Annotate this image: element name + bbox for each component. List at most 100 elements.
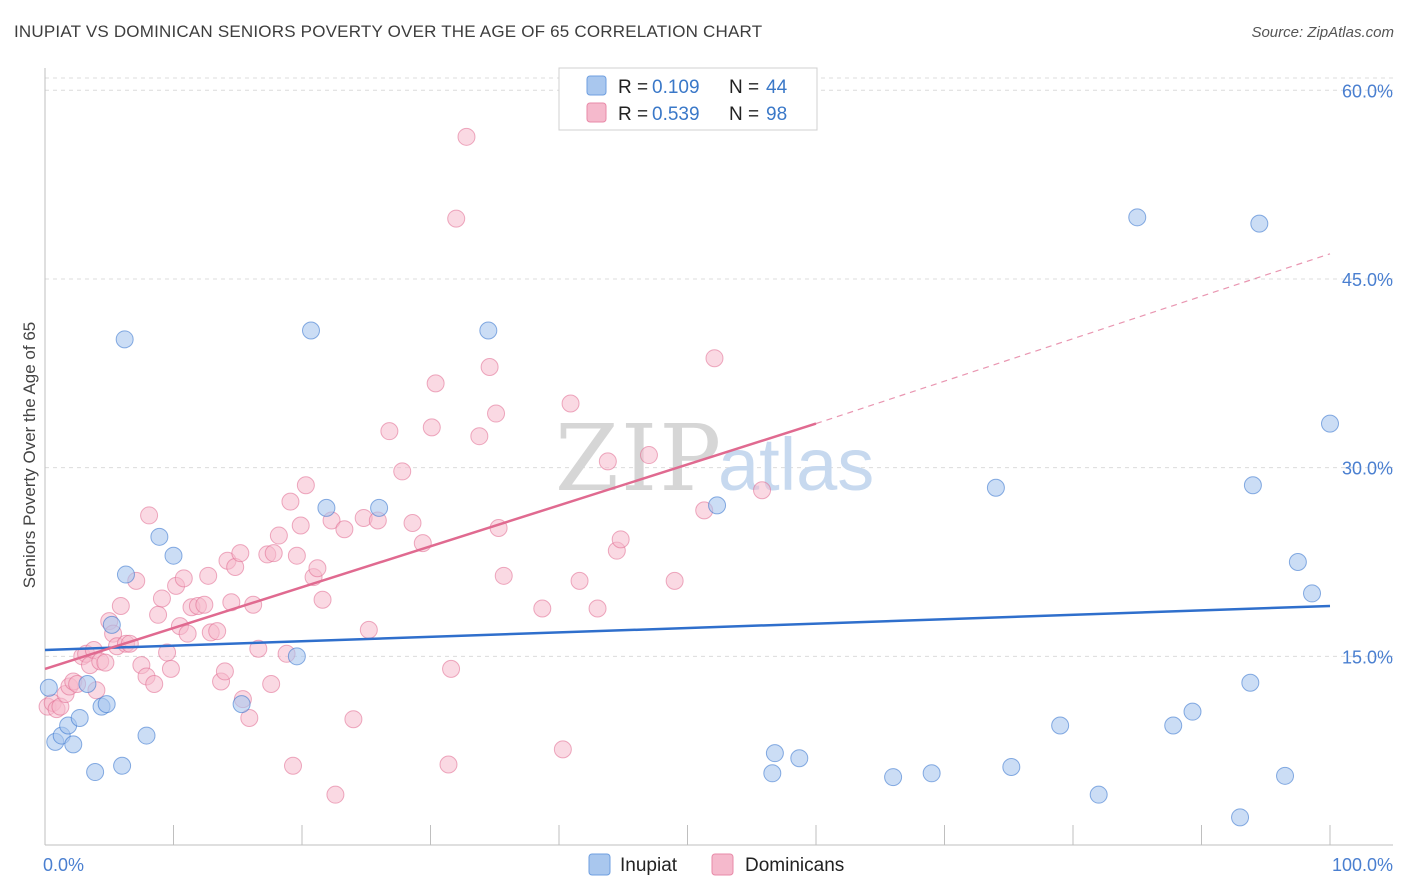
inupiat-point (232, 695, 251, 714)
dominicans-point (326, 785, 345, 804)
legend-n-value: 98 (766, 104, 787, 125)
dominicans-point (705, 349, 724, 368)
dominicans-point (470, 427, 489, 446)
dominicans-point (588, 599, 607, 618)
dominicans-point (231, 544, 250, 563)
inupiat-point (317, 498, 336, 517)
y-tick-label: 60.0% (1342, 81, 1393, 101)
legend-r-label: R = (618, 77, 648, 98)
dominicans-point (281, 492, 300, 511)
inupiat-point (479, 321, 498, 340)
dominicans-point (570, 571, 589, 590)
dominicans-point (598, 452, 617, 471)
inupiat-point (1051, 716, 1070, 735)
inupiat-point (1183, 702, 1202, 721)
inupiat-point (1250, 214, 1269, 233)
dominicans-point (161, 659, 180, 678)
inupiat-trend-line (44, 604, 1331, 652)
dominicans-point (561, 394, 580, 413)
inupiat-point (301, 321, 320, 340)
inupiat-point (1128, 208, 1147, 227)
dominicans-point (403, 513, 422, 532)
inupiat-point (763, 764, 782, 783)
inupiat-point (1164, 716, 1183, 735)
grid-lines (45, 77, 1393, 657)
chart-title: INUPIAT VS DOMINICAN SENIORS POVERTY OVE… (14, 22, 763, 41)
inupiat-point (287, 647, 306, 666)
x-tick-label-max: 100.0% (1332, 855, 1393, 875)
dominicans-point (611, 530, 630, 549)
dominicans-point (439, 755, 458, 774)
dominicans-point (149, 605, 168, 624)
dominicans-point (215, 662, 234, 681)
legend-r-value: 0.109 (652, 77, 700, 98)
inupiat-point (39, 678, 58, 697)
y-tick-label: 30.0% (1342, 459, 1393, 479)
dominicans-point (199, 566, 218, 585)
legend-swatch-dominicans (586, 102, 607, 123)
inupiat-point (1089, 785, 1108, 804)
dominicans-point (480, 358, 499, 377)
inupiat-point (1243, 476, 1262, 495)
inupiat-point (790, 749, 809, 768)
dominicans-point (140, 506, 159, 525)
trend-lines (44, 253, 1331, 671)
watermark-atlas: atlas (718, 423, 874, 506)
legend-r-label: R = (618, 104, 648, 125)
dominicans-point (753, 481, 772, 500)
watermark-zip: ZIP (555, 405, 723, 512)
inupiat-point (116, 565, 135, 584)
inupiat-point (1321, 414, 1339, 433)
inupiat-point (884, 768, 903, 787)
inupiat-point (370, 498, 389, 517)
inupiat-point (97, 695, 116, 714)
bottom-legend-swatch-dominicans (711, 853, 734, 876)
dominicans-point (284, 756, 303, 775)
watermark: ZIP atlas (555, 405, 874, 512)
dominicans-trend-extension (815, 253, 1331, 425)
dominicans-point (487, 404, 506, 423)
inupiat-point (102, 615, 121, 634)
dominicans-point (359, 620, 378, 639)
inupiat-point (164, 546, 183, 565)
dominicans-point (111, 597, 130, 616)
dominicans-point (296, 476, 315, 495)
dominicans-point (457, 127, 476, 146)
y-tick-label: 15.0% (1342, 647, 1393, 667)
bottom-legend-swatch-inupiat (588, 853, 611, 876)
x-tick-label-min: 0.0% (43, 855, 84, 875)
inupiat-point (1231, 808, 1250, 827)
dominicans-point (665, 571, 684, 590)
dominicans-point (422, 418, 441, 437)
dominicans-point (195, 595, 214, 614)
dominicans-point (639, 446, 658, 465)
dominicans-point (553, 740, 572, 759)
inupiat-point (78, 674, 97, 693)
y-tick-labels: 15.0% 30.0% 45.0% 60.0% (1342, 81, 1393, 667)
dominicans-point (393, 462, 412, 481)
inupiat-point (1002, 758, 1021, 777)
dominicans-point (178, 624, 197, 643)
dominicans-point (308, 559, 327, 578)
dominicans-point (249, 639, 268, 658)
bottom-legend: Inupiat Dominicans (588, 853, 844, 876)
legend-swatch-inupiat (586, 75, 607, 96)
inupiat-point (1276, 766, 1295, 785)
dominicans-point (533, 599, 552, 618)
inupiat-point (137, 726, 156, 745)
inupiat-point (64, 735, 83, 754)
inupiat-point (765, 744, 784, 763)
inupiat-point (115, 330, 134, 349)
dominicans-point (344, 710, 363, 729)
source-credit: Source: ZipAtlas.com (1251, 24, 1394, 41)
dominicans-trend-line (44, 422, 817, 671)
dominicans-point (447, 209, 466, 228)
legend-n-label: N = (729, 104, 759, 125)
dominicans-point (96, 653, 115, 672)
inupiat-point (1303, 584, 1322, 603)
dominicans-point (494, 566, 513, 585)
dominicans-point (208, 622, 227, 641)
dominicans-point (291, 516, 310, 535)
inupiat-point (150, 527, 169, 546)
